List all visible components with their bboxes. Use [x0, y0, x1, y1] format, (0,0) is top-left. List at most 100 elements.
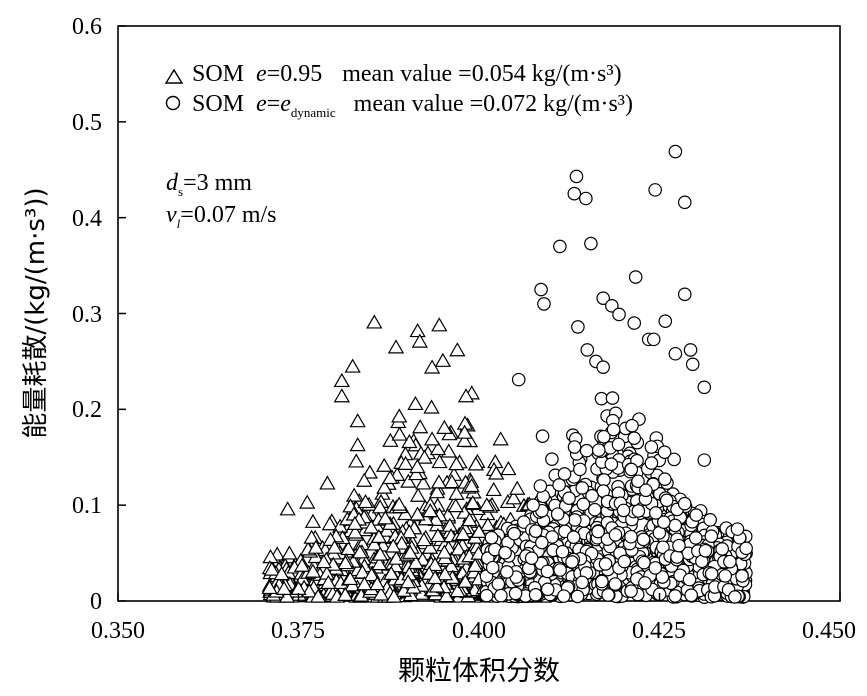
- circle-point: [575, 481, 590, 495]
- circle-point: [606, 422, 621, 437]
- triangle-point: [429, 440, 447, 456]
- triangle-point: [356, 472, 373, 487]
- triangle-point: [381, 469, 399, 485]
- circle-point: [579, 443, 594, 458]
- circle-point: [715, 542, 729, 556]
- triangle-point: [436, 566, 454, 581]
- circle-point: [535, 535, 549, 550]
- x-axis-label: 颗粒体积分数: [398, 656, 560, 687]
- circle-point: [597, 429, 611, 444]
- triangle-point: [357, 493, 374, 509]
- circle-point: [728, 590, 742, 604]
- circle-point: [605, 391, 620, 405]
- triangle-point: [307, 539, 325, 554]
- circle-point: [591, 524, 605, 539]
- triangle-point: [456, 424, 473, 439]
- triangle-point: [415, 475, 432, 490]
- triangle-point: [464, 495, 481, 510]
- triangle-point: [320, 574, 337, 589]
- legend-entry-1: SOM e=0.95 mean value =0.054 kg/(m·s³): [192, 61, 622, 87]
- triangle-point: [304, 513, 322, 528]
- circle-point: [568, 513, 582, 527]
- circle-point: [718, 569, 733, 583]
- triangle-point: [342, 570, 359, 586]
- triangle-point: [429, 527, 447, 543]
- triangle-point: [326, 539, 343, 554]
- triangle-point: [447, 498, 464, 513]
- circle-point: [533, 479, 548, 493]
- annotation-vl: vl=0.07 m/s: [166, 202, 277, 231]
- triangle-point: [337, 554, 354, 570]
- triangle-point: [383, 565, 400, 580]
- circle-point: [511, 372, 526, 387]
- series-triangle-points: [261, 314, 509, 595]
- triangle-point: [467, 456, 485, 471]
- triangle-point: [391, 426, 408, 441]
- triangle-point: [303, 529, 320, 544]
- triangle-point: [376, 457, 393, 472]
- circle-point: [596, 360, 610, 374]
- triangle-point: [421, 539, 439, 554]
- circle-point: [575, 575, 589, 590]
- circle-point: [657, 515, 671, 529]
- circle-point: [508, 586, 523, 601]
- circle-point: [585, 489, 599, 503]
- triangle-point: [371, 546, 389, 561]
- triangle-point: [401, 544, 419, 559]
- triangle-point: [431, 453, 448, 469]
- circle-point: [552, 478, 566, 492]
- circle-point: [500, 565, 514, 579]
- circle-point: [682, 572, 697, 587]
- triangle-point: [478, 497, 496, 512]
- triangle-point: [401, 524, 418, 539]
- circle-point: [557, 467, 572, 481]
- triangle-point: [456, 432, 473, 447]
- circle-point: [604, 457, 619, 472]
- circle-point: [596, 291, 610, 305]
- triangle-point: [361, 464, 379, 479]
- triangle-point: [366, 536, 383, 551]
- circle-point: [545, 452, 559, 466]
- circle-point: [648, 561, 663, 575]
- y-tick-label: 0.2: [72, 397, 102, 423]
- y-tick-label: 0.6: [72, 14, 102, 40]
- circle-point: [625, 418, 639, 433]
- triangle-point: [509, 480, 526, 495]
- series-circle-points: [511, 144, 753, 556]
- circle-point: [672, 538, 686, 553]
- triangle-point: [454, 525, 472, 541]
- circle-point: [637, 555, 651, 570]
- circle-point: [649, 506, 663, 520]
- circle-point: [668, 346, 683, 361]
- circle-point: [631, 474, 645, 489]
- circle-point: [579, 191, 593, 206]
- triangle-point: [449, 342, 466, 357]
- circle-point: [657, 445, 672, 459]
- circle-point: [580, 343, 595, 357]
- circle-point: [624, 584, 638, 598]
- circle-point: [704, 567, 719, 581]
- circle-point: [646, 332, 661, 347]
- circle-point: [723, 554, 737, 569]
- y-tick-label: 0.4: [72, 206, 102, 232]
- x-tick-label: 0.450: [802, 618, 856, 644]
- circle-point: [479, 588, 494, 603]
- triangle-point: [428, 578, 446, 593]
- triangle-point: [385, 588, 403, 603]
- circle-point: [658, 472, 672, 486]
- triangle-point: [436, 419, 453, 434]
- circle-point: [627, 431, 642, 445]
- axis-ticks: [117, 25, 841, 602]
- x-tick-label: 0.375: [271, 618, 325, 644]
- circle-point: [556, 589, 571, 603]
- triangle-point: [409, 458, 426, 474]
- triangle-point: [385, 538, 402, 553]
- circle-point: [739, 541, 753, 556]
- circle-point: [658, 314, 673, 328]
- triangle-point: [351, 544, 369, 559]
- circle-point: [567, 440, 582, 454]
- legend: SOM e=0.95 mean value =0.054 kg/(m·s³) S…: [164, 61, 633, 120]
- triangle-point: [416, 449, 433, 464]
- annotation-ds: ds=3 mm: [166, 170, 252, 199]
- triangle-point: [448, 485, 465, 500]
